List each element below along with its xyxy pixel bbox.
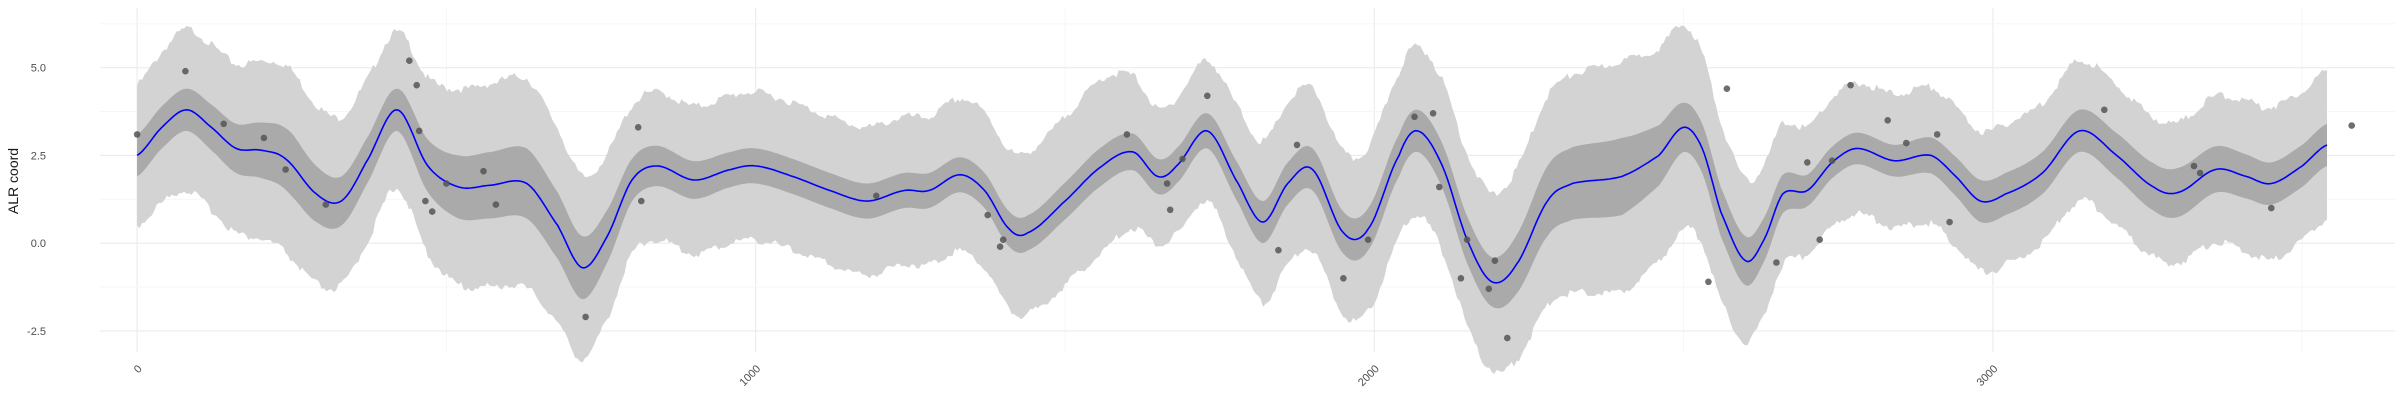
- data-point: [1491, 257, 1499, 265]
- data-point: [1884, 117, 1891, 124]
- data-point: [2101, 106, 2108, 114]
- data-point: [260, 134, 268, 142]
- data-point: [2190, 162, 2198, 170]
- data-point: [1946, 218, 1953, 226]
- data-point: [220, 120, 227, 128]
- data-point: [638, 197, 645, 205]
- mean-curve-layer: [136, 108, 2328, 284]
- data-point: [1773, 259, 1780, 266]
- data-point: [1723, 85, 1731, 92]
- outer-confidence-band: [137, 25, 2327, 374]
- data-point: [133, 131, 141, 138]
- x-tick-label: 0: [132, 363, 145, 376]
- data-point: [1163, 180, 1171, 187]
- data-point: [422, 197, 429, 205]
- x-tick-label: 1000: [737, 363, 763, 389]
- data-point: [322, 201, 330, 208]
- data-point: [2268, 204, 2275, 212]
- x-tick-label: 3000: [1975, 363, 2001, 389]
- confidence-bands: [137, 25, 2327, 374]
- data-point: [873, 192, 880, 200]
- data-points-layer: [133, 57, 2355, 342]
- data-point: [282, 166, 289, 173]
- data-point: [1436, 183, 1443, 191]
- data-point: [984, 211, 991, 219]
- data-point: [1816, 236, 1823, 243]
- data-point: [182, 67, 189, 75]
- data-point: [1204, 92, 1211, 100]
- data-point: [1504, 334, 1511, 342]
- y-tick-label: 2.5: [31, 150, 46, 162]
- data-point: [406, 57, 413, 64]
- data-point: [1903, 139, 1910, 147]
- data-point: [1340, 275, 1347, 282]
- y-axis-title: ALR coord: [5, 148, 21, 214]
- mean-curve: [136, 108, 2328, 284]
- data-point: [1705, 278, 1712, 286]
- data-point: [492, 201, 500, 208]
- data-point: [1166, 206, 1174, 214]
- data-point: [1804, 159, 1811, 166]
- data-point: [582, 313, 589, 321]
- data-point: [415, 127, 423, 135]
- data-point: [1293, 141, 1301, 149]
- data-point: [1828, 157, 1836, 164]
- data-point: [1179, 155, 1186, 163]
- data-point: [999, 236, 1007, 243]
- data-point: [428, 208, 436, 215]
- data-point: [443, 180, 450, 187]
- data-point: [634, 124, 642, 131]
- y-tick-label: 5.0: [31, 63, 46, 75]
- data-point: [2348, 122, 2355, 129]
- data-point: [413, 81, 421, 89]
- data-point: [1123, 131, 1131, 138]
- data-point: [1411, 113, 1418, 121]
- x-tick-label: 2000: [1356, 363, 1382, 389]
- data-point: [996, 243, 1004, 250]
- y-tick-label: 0.0: [31, 238, 46, 250]
- data-point: [1485, 285, 1493, 293]
- data-point: [1847, 81, 1854, 89]
- data-point: [1429, 110, 1437, 117]
- data-point: [1933, 131, 1941, 138]
- data-point: [1457, 275, 1465, 282]
- data-point: [480, 167, 487, 175]
- data-point: [1463, 236, 1471, 243]
- data-point: [2196, 169, 2204, 177]
- data-point: [1364, 236, 1372, 243]
- data-point: [1275, 246, 1282, 254]
- y-tick-label: -2.5: [27, 326, 46, 338]
